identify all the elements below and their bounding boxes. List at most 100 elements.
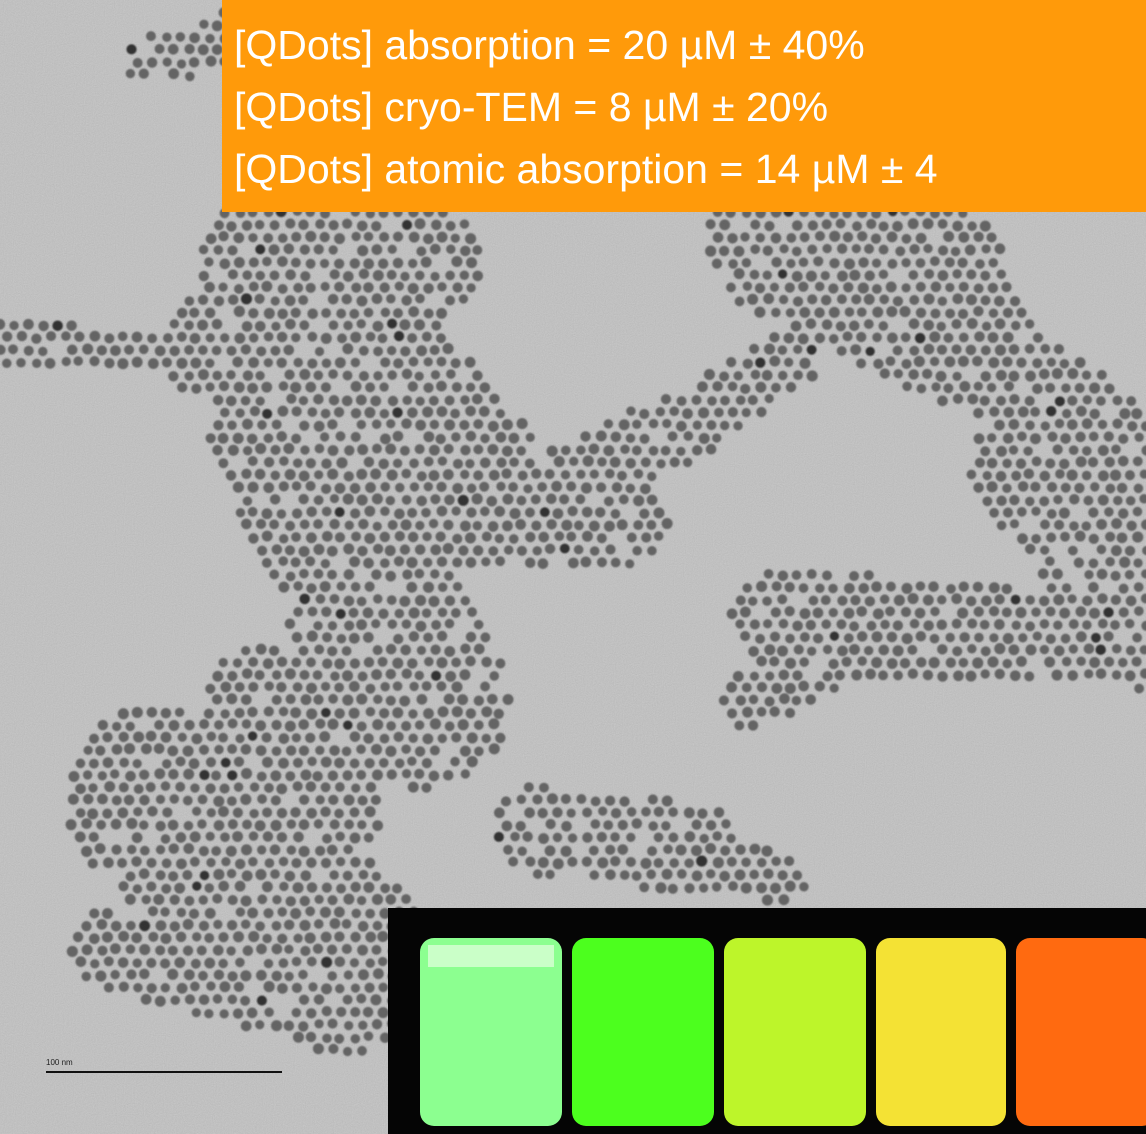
nanocrystal <box>502 494 513 505</box>
nanocrystal <box>305 933 316 944</box>
nanocrystal <box>728 407 738 417</box>
nanocrystal <box>561 794 571 804</box>
nanocrystal <box>460 246 471 257</box>
nanocrystal <box>378 609 388 619</box>
nanocrystal <box>561 846 572 857</box>
nanocrystal <box>590 870 600 880</box>
nanocrystal <box>214 970 224 980</box>
nanocrystal <box>234 757 244 767</box>
nanocrystal <box>272 971 283 982</box>
nanocrystal <box>199 271 209 281</box>
nanocrystal <box>388 520 398 530</box>
nanocrystal <box>286 745 296 755</box>
nanocrystal <box>358 672 368 682</box>
nanocrystal <box>1025 644 1036 655</box>
nanocrystal <box>972 657 983 668</box>
nanocrystal <box>177 382 187 392</box>
nanocrystal <box>139 920 150 931</box>
nanocrystal <box>1047 432 1057 442</box>
nanocrystal <box>1111 518 1122 529</box>
nanocrystal <box>791 321 802 332</box>
nanocrystal <box>508 433 519 444</box>
nanocrystal <box>793 370 803 380</box>
nanocrystal <box>153 894 164 905</box>
nanocrystal <box>248 931 259 942</box>
nanocrystal <box>719 871 730 882</box>
nanocrystal <box>328 621 337 630</box>
nanocrystal <box>1025 396 1035 406</box>
nanocrystal <box>402 369 413 380</box>
nanocrystal <box>821 619 831 629</box>
nanocrystal <box>199 921 209 931</box>
nanocrystal <box>359 269 369 279</box>
nanocrystal <box>272 544 282 554</box>
nanocrystal <box>546 493 557 504</box>
nanocrystal <box>255 371 264 380</box>
nanocrystal <box>321 282 330 291</box>
nanocrystal <box>1003 407 1014 418</box>
nanocrystal <box>1052 569 1063 580</box>
nanocrystal <box>306 458 316 468</box>
nanocrystal <box>363 1007 373 1017</box>
nanocrystal <box>335 956 346 967</box>
nanocrystal <box>366 707 376 717</box>
nanocrystal <box>735 844 745 854</box>
nanocrystal <box>641 532 651 542</box>
nanocrystal <box>414 319 425 330</box>
nanocrystal <box>488 718 499 729</box>
nanocrystal <box>299 819 310 830</box>
nanocrystal <box>531 521 541 531</box>
nanocrystal <box>994 594 1004 604</box>
nanocrystal <box>719 219 730 230</box>
nanocrystal <box>364 308 374 318</box>
nanocrystal <box>373 522 382 531</box>
nanocrystal <box>270 220 280 230</box>
nanocrystal <box>517 795 526 804</box>
nanocrystal <box>227 420 237 430</box>
nanocrystal <box>89 356 99 366</box>
nanocrystal <box>436 308 447 319</box>
nanocrystal <box>112 744 123 755</box>
nanocrystal <box>321 708 331 718</box>
nanocrystal <box>357 721 367 731</box>
nanocrystal <box>242 820 252 830</box>
nanocrystal <box>386 669 396 679</box>
nanocrystal <box>337 634 347 644</box>
nanocrystal <box>177 908 186 917</box>
nanocrystal <box>465 656 476 667</box>
nanocrystal <box>580 431 590 441</box>
nanocrystal <box>605 845 615 855</box>
nanocrystal <box>415 621 426 632</box>
nanocrystal <box>720 421 729 430</box>
nanocrystal <box>118 331 128 341</box>
nanocrystal <box>241 844 252 855</box>
nanocrystal <box>836 321 846 331</box>
nanocrystal <box>131 932 142 943</box>
nanocrystal <box>815 231 825 241</box>
nanocrystal <box>1118 508 1128 518</box>
nanocrystal <box>401 744 411 754</box>
nanocrystal <box>335 832 345 842</box>
nanocrystal <box>973 482 984 493</box>
nanocrystal <box>445 721 455 731</box>
nanocrystal <box>279 481 289 491</box>
nanocrystal <box>402 769 411 778</box>
nanocrystal <box>952 293 963 304</box>
nanocrystal <box>263 482 274 493</box>
nanocrystal <box>366 782 377 793</box>
nanocrystal <box>199 719 209 729</box>
nanocrystal <box>272 746 282 756</box>
nanocrystal <box>417 694 428 705</box>
nanocrystal <box>343 1047 352 1056</box>
nanocrystal <box>38 347 47 356</box>
nanocrystal <box>480 457 491 468</box>
nanocrystal <box>916 233 927 244</box>
nanocrystal <box>255 321 266 332</box>
nanocrystal <box>146 958 156 968</box>
nanocrystal <box>366 332 376 342</box>
nanocrystal <box>786 382 796 392</box>
nanocrystal <box>733 421 742 430</box>
nanocrystal <box>554 456 565 467</box>
nanocrystal <box>916 631 927 642</box>
nanocrystal <box>335 431 345 441</box>
